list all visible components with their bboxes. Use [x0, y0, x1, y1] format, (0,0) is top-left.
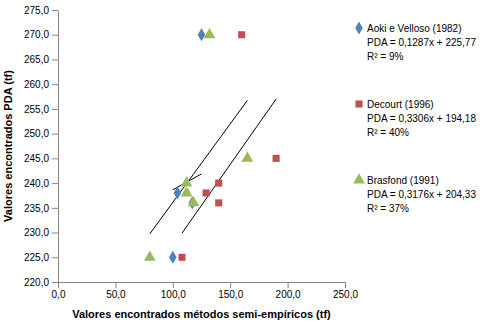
y-tick: 225,0 — [24, 252, 58, 263]
point — [144, 250, 156, 260]
legend-label: Decourt (1996) — [367, 99, 434, 110]
y-tick-label: 275,0 — [24, 5, 49, 16]
x-tick-mark — [345, 282, 346, 288]
legend-r2: R² = 40% — [367, 127, 409, 138]
y-tick: 235,0 — [24, 203, 58, 214]
y-tick-mark — [52, 10, 58, 11]
x-tick-label: 200,0 — [276, 289, 301, 300]
y-tick-mark — [52, 35, 58, 36]
y-tick-label: 255,0 — [24, 104, 49, 115]
legend-equation: PDA = 0,3306x + 194,18 — [367, 113, 476, 124]
y-tick-label: 265,0 — [24, 54, 49, 65]
x-tick-mark — [173, 282, 174, 288]
y-tick-label: 250,0 — [24, 128, 49, 139]
x-axis-line — [59, 282, 346, 283]
x-tick: 100,0 — [161, 282, 186, 300]
point — [181, 176, 193, 186]
y-tick-mark — [52, 59, 58, 60]
y-tick: 260,0 — [24, 79, 58, 90]
x-tick-mark — [288, 282, 289, 288]
point — [242, 152, 254, 162]
x-tick-mark — [115, 282, 116, 288]
y-tick-label: 230,0 — [24, 227, 49, 238]
point — [203, 189, 210, 196]
trend-line — [182, 99, 276, 233]
point — [169, 251, 177, 264]
y-tick-label: 270,0 — [24, 29, 49, 40]
x-tick-mark — [58, 282, 59, 288]
x-tick-label: 50,0 — [106, 289, 126, 300]
y-tick-label: 240,0 — [24, 178, 49, 189]
legend-marker — [355, 100, 362, 107]
legend-equation: PDA = 0,1287x + 225,77 — [367, 37, 476, 48]
x-tick: 150,0 — [218, 282, 243, 300]
point — [188, 196, 200, 206]
x-tick: 0,0 — [52, 282, 66, 300]
y-tick: 250,0 — [24, 128, 58, 139]
y-tick-label: 245,0 — [24, 153, 49, 164]
y-tick: 220,0 — [24, 277, 58, 288]
legend: Aoki e Velloso (1982) PDA = 0,1287x + 225… — [353, 21, 476, 214]
y-tick-mark — [52, 158, 58, 159]
y-axis-title: Valores encontrados PDA (tf) — [2, 70, 14, 222]
point — [215, 199, 222, 206]
point — [238, 31, 245, 38]
x-tick: 200,0 — [276, 282, 301, 300]
y-tick-mark — [52, 257, 58, 258]
y-tick: 240,0 — [24, 178, 58, 189]
x-tick-label: 150,0 — [218, 289, 243, 300]
plot-area — [144, 28, 280, 264]
point — [204, 28, 216, 38]
x-tick: 50,0 — [106, 282, 126, 300]
y-tick: 255,0 — [24, 104, 58, 115]
y-axis: 220,0 225,0 230,0 235,0 240,0 245,0 250,0 255,0… — [24, 5, 59, 288]
point — [178, 254, 185, 261]
y-tick-mark — [52, 84, 58, 85]
legend-marker — [355, 21, 363, 34]
legend-label: Brasfond (1991) — [367, 175, 439, 186]
y-tick-label: 225,0 — [24, 252, 49, 263]
y-tick-label: 220,0 — [24, 277, 49, 288]
y-tick-mark — [52, 208, 58, 209]
chart: 0,0 50,0 100,0 150,0 200,0 250,0 220,0 225,0 230… — [0, 0, 489, 326]
trend-line — [150, 100, 248, 234]
y-tick: 275,0 — [24, 5, 58, 16]
y-tick: 265,0 — [24, 54, 58, 65]
x-tick: 250,0 — [333, 282, 358, 300]
legend-r2: R² = 37% — [367, 203, 409, 214]
y-tick: 245,0 — [24, 153, 58, 164]
x-axis: 0,0 50,0 100,0 150,0 200,0 250,0 — [52, 282, 359, 300]
x-axis-title: Valores encontrados métodos semi-empíric… — [72, 308, 331, 320]
y-tick: 270,0 — [24, 29, 58, 40]
y-tick-mark — [52, 134, 58, 135]
legend-marker — [353, 173, 365, 183]
point — [174, 186, 182, 199]
y-tick: 230,0 — [24, 227, 58, 238]
x-tick-label: 250,0 — [333, 289, 358, 300]
point — [198, 28, 206, 41]
y-tick-mark — [52, 183, 58, 184]
x-tick-label: 0,0 — [52, 289, 66, 300]
x-tick-label: 100,0 — [161, 289, 186, 300]
y-tick-mark — [52, 282, 58, 283]
x-tick-mark — [230, 282, 231, 288]
y-tick-mark — [52, 233, 58, 234]
point — [215, 180, 222, 187]
point — [273, 155, 280, 162]
legend-equation: PDA = 0,3176x + 204,33 — [367, 189, 476, 200]
y-tick-label: 260,0 — [24, 79, 49, 90]
y-tick-mark — [52, 109, 58, 110]
point — [181, 186, 193, 196]
legend-label: Aoki e Velloso (1982) — [367, 23, 462, 34]
y-axis-line — [58, 11, 59, 283]
legend-r2: R² = 9% — [367, 51, 404, 62]
y-tick-label: 235,0 — [24, 203, 49, 214]
